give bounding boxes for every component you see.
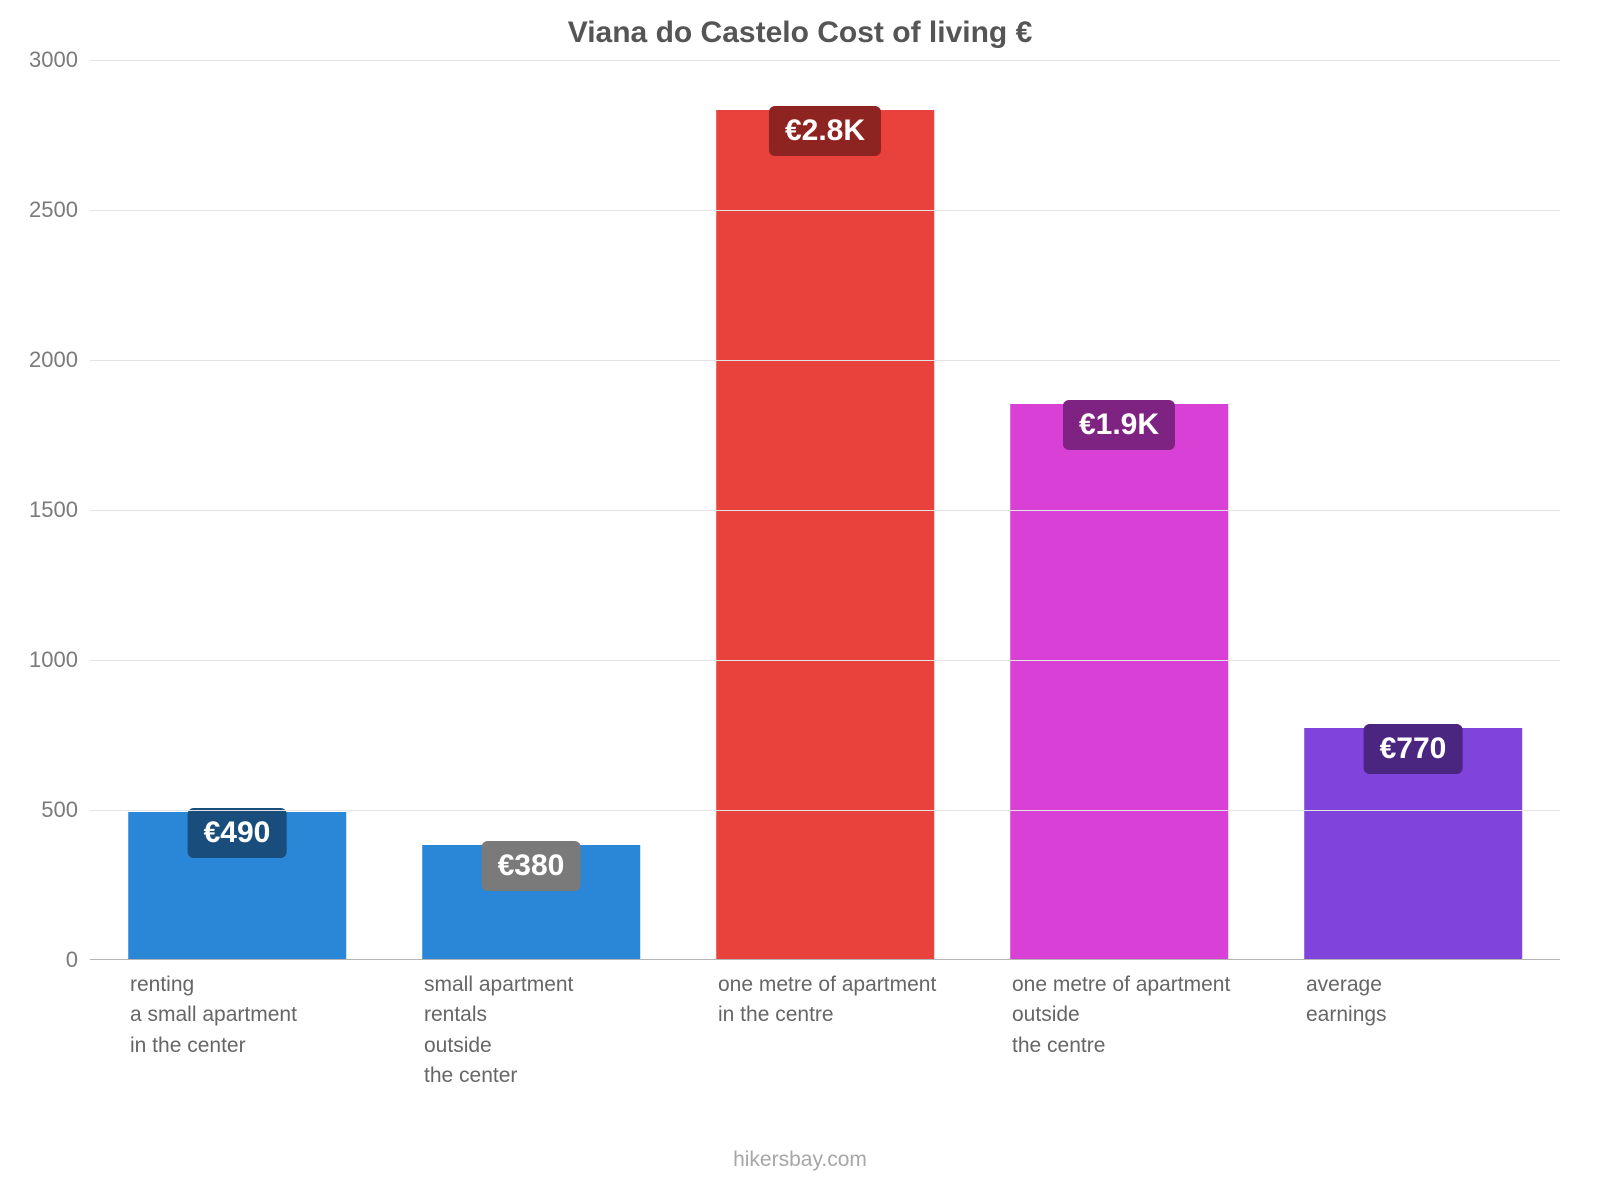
bar-value-label: €2.8K [769, 106, 881, 156]
bar [716, 110, 934, 959]
y-tick-label: 1500 [8, 497, 78, 523]
x-axis-category-label: renting a small apartment in the center [130, 970, 354, 1061]
y-tick-label: 1000 [8, 647, 78, 673]
bar-value-label: €1.9K [1063, 400, 1175, 450]
y-tick-label: 500 [8, 797, 78, 823]
bar-value-label: €380 [482, 841, 581, 891]
gridline [90, 60, 1560, 61]
chart-title: Viana do Castelo Cost of living € [0, 16, 1600, 50]
x-axis-category-label: average earnings [1306, 970, 1530, 1031]
attribution-text: hikersbay.com [0, 1148, 1600, 1172]
bar [1010, 404, 1228, 959]
gridline [90, 660, 1560, 661]
x-axis-category-label: small apartment rentals outside the cent… [424, 970, 648, 1092]
gridline [90, 810, 1560, 811]
y-tick-label: 3000 [8, 47, 78, 73]
y-tick-label: 0 [8, 947, 78, 973]
bar-value-label: €490 [188, 808, 287, 858]
y-tick-label: 2000 [8, 347, 78, 373]
chart-container: Viana do Castelo Cost of living € €490 €3… [0, 0, 1600, 1200]
y-tick-label: 2500 [8, 197, 78, 223]
plot-area: €490€380€2.8K€1.9K€770 05001000150020002… [90, 60, 1560, 960]
x-label-slot: average earnings [1266, 970, 1560, 1092]
x-label-slot: small apartment rentals outside the cent… [384, 970, 678, 1092]
gridline [90, 510, 1560, 511]
x-label-slot: renting a small apartment in the center [90, 970, 384, 1092]
x-label-slot: one metre of apartment in the centre [678, 970, 972, 1092]
bar-value-label: €770 [1364, 724, 1463, 774]
x-axis-category-label: one metre of apartment in the centre [718, 970, 942, 1031]
x-axis-line [90, 959, 1560, 960]
gridline [90, 360, 1560, 361]
x-axis-category-label: one metre of apartment outside the centr… [1012, 970, 1236, 1061]
x-axis-labels: renting a small apartment in the center s… [90, 970, 1560, 1092]
x-label-slot: one metre of apartment outside the centr… [972, 970, 1266, 1092]
gridline [90, 210, 1560, 211]
